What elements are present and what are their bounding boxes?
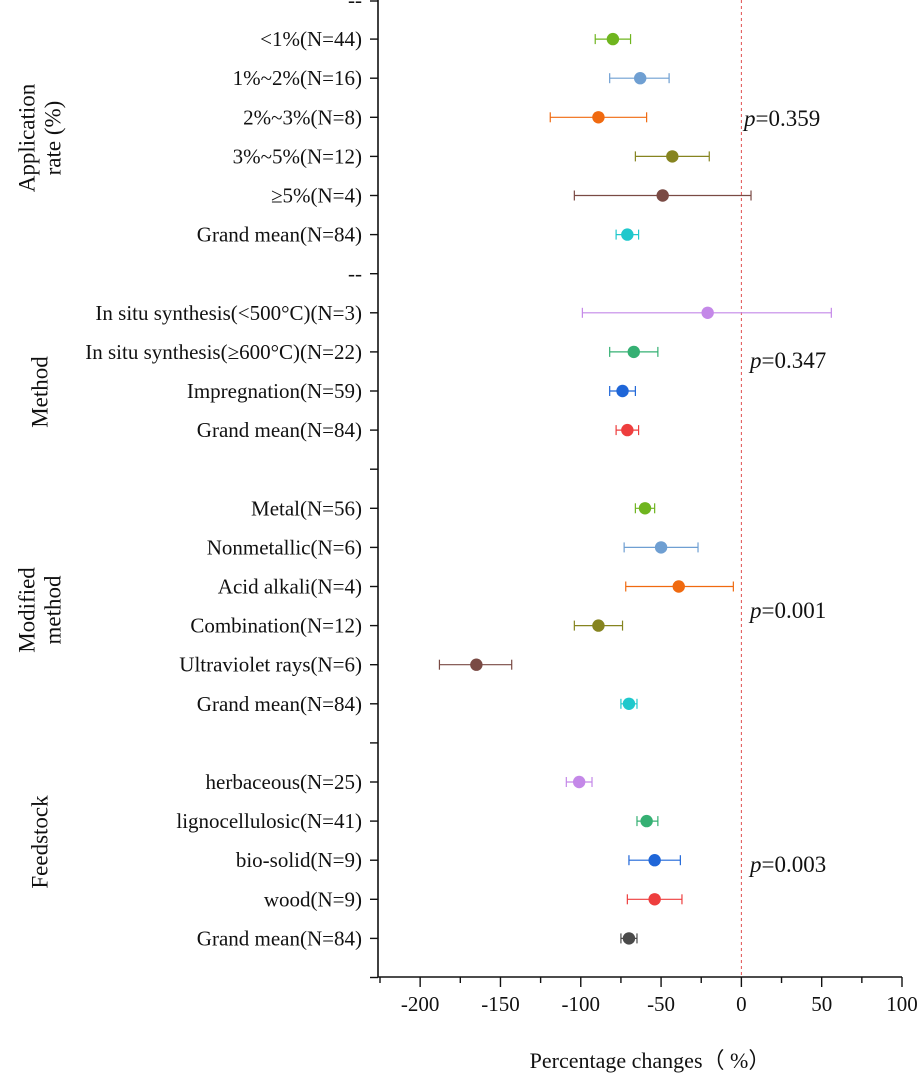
category-label: wood(N=9): [264, 887, 362, 911]
category-labels-layer: <1%(N=44) 1%~2%(N=16) 2%~3%(N=8) 3%~5%(N=12…: [85, 0, 362, 950]
category-label: <1%(N=44): [260, 27, 362, 51]
mean-point: [627, 345, 640, 359]
mean-point: [633, 72, 647, 85]
category-label: Grand mean(N=84): [197, 223, 362, 247]
group-label: Feedstock: [27, 795, 52, 889]
x-tick-label: 100: [886, 992, 918, 1016]
mean-point: [621, 228, 634, 241]
mean-point: [622, 697, 636, 710]
category-label: bio-solid(N=9): [236, 848, 362, 872]
category-label: Grand mean(N=84): [197, 926, 362, 950]
category-label: In situ synthesis(<500°C)(N=3): [95, 301, 362, 325]
mean-point: [622, 932, 636, 945]
category-label: In situ synthesis(≥600°C)(N=22): [85, 340, 362, 364]
p-value-label: p=0.359: [742, 106, 820, 131]
category-label: Combination(N=12): [190, 614, 362, 638]
group-label: method: [40, 575, 65, 644]
group-label: Application: [14, 83, 39, 192]
x-tick-label: -200: [401, 992, 440, 1016]
mean-point: [606, 32, 620, 46]
axes-layer: -200 -150 -100 -50 0 50 100: [370, 0, 918, 1016]
x-axis-title: Percentage changes（ %）: [530, 1048, 771, 1073]
category-label: 3%~5%(N=12): [233, 144, 362, 168]
mean-point: [648, 893, 661, 906]
separator-label: --: [348, 0, 362, 12]
category-label: Nonmetallic(N=6): [207, 535, 362, 559]
category-label: Grand mean(N=84): [197, 418, 362, 442]
mean-point: [638, 502, 652, 515]
p-value-label: p=0.347: [748, 348, 826, 373]
p-value-label: p=0.001: [748, 598, 826, 623]
group-label: Modified: [14, 567, 39, 653]
mean-point: [666, 150, 679, 163]
mean-point: [621, 423, 634, 437]
category-label: Metal(N=56): [251, 496, 362, 520]
category-label: Ultraviolet rays(N=6): [179, 653, 362, 677]
category-label: herbaceous(N=25): [206, 770, 362, 794]
category-label: Grand mean(N=84): [197, 692, 362, 716]
category-label: 1%~2%(N=16): [233, 66, 362, 90]
p-value-layer: p=0.359 p=0.347 p=0.001 p=0.003: [742, 106, 826, 877]
data-marks-layer: [438, 32, 832, 945]
x-tick-label: -150: [481, 992, 520, 1016]
category-label: ≥5%(N=4): [271, 184, 362, 208]
x-tick-label: 0: [736, 992, 747, 1016]
mean-point: [592, 619, 605, 632]
group-label: Method: [27, 356, 52, 428]
mean-point: [701, 306, 714, 319]
category-label: 2%~3%(N=8): [243, 105, 362, 129]
mean-point: [640, 814, 653, 828]
separator-label: --: [348, 262, 362, 286]
category-label: lignocellulosic(N=41): [176, 809, 362, 833]
mean-point: [470, 658, 483, 671]
mean-point: [572, 775, 586, 789]
category-label: Impregnation(N=59): [187, 379, 362, 403]
mean-point: [656, 189, 669, 202]
x-tick-label: 50: [811, 992, 832, 1016]
p-value-label: p=0.003: [748, 852, 826, 877]
mean-point: [654, 541, 668, 554]
group-label: rate (%): [40, 101, 65, 176]
x-tick-label: -100: [562, 992, 601, 1016]
mean-point: [648, 854, 661, 867]
category-label: Acid alkali(N=4): [218, 575, 362, 599]
mean-point: [592, 111, 605, 124]
x-tick-label: -50: [647, 992, 675, 1016]
mean-point: [616, 384, 629, 398]
group-labels-layer: Application rate (%) Method Modified method F…: [14, 83, 65, 888]
mean-point: [672, 580, 685, 593]
